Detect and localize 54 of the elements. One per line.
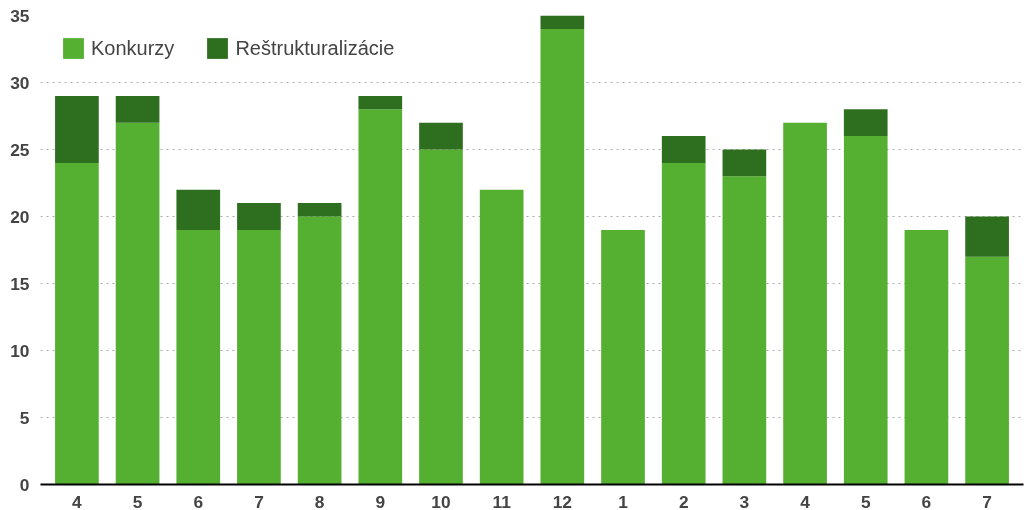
y-tick-label: 25 [10, 139, 30, 160]
x-tick-label: 3 [739, 491, 750, 510]
bar [55, 162, 99, 485]
bar [540, 15, 585, 29]
x-tick-label: 5 [860, 491, 871, 510]
bar [904, 229, 949, 485]
x-tick-label: 1 [618, 491, 629, 510]
x-tick-label: 8 [314, 491, 325, 510]
bar [176, 189, 221, 230]
y-tick-label: 0 [19, 474, 30, 495]
bar [297, 216, 342, 485]
bar [540, 28, 585, 485]
x-tick-label: 12 [552, 491, 572, 510]
legend-label: Reštrukturalizácie [235, 36, 395, 60]
bar [843, 136, 888, 485]
bar [783, 122, 827, 485]
bar [176, 229, 221, 485]
bar [965, 256, 1009, 485]
bar [479, 189, 524, 485]
x-tick-label: 9 [375, 491, 386, 510]
bar [601, 229, 645, 485]
y-tick-label: 15 [10, 273, 30, 294]
y-tick-label: 5 [19, 407, 30, 428]
bar [115, 95, 160, 123]
bar [843, 109, 888, 137]
y-tick-label: 20 [10, 206, 30, 227]
x-tick-label: 7 [982, 491, 992, 510]
x-tick-label: 4 [72, 491, 83, 510]
bar [965, 216, 1009, 257]
x-tick-label: 7 [254, 491, 264, 510]
bar [115, 122, 160, 485]
bar [419, 122, 463, 150]
bar [419, 149, 463, 485]
bar [297, 203, 342, 217]
x-tick-label: 5 [132, 491, 143, 510]
bar [661, 162, 706, 485]
bar [358, 109, 403, 485]
bar [55, 95, 99, 163]
bar [237, 229, 281, 485]
x-tick-label: 6 [193, 491, 204, 510]
bar [722, 176, 767, 485]
x-tick-label: 6 [921, 491, 932, 510]
x-tick-label: 2 [678, 491, 689, 510]
y-tick-label: 35 [10, 5, 30, 26]
bar [237, 203, 281, 230]
bar [722, 149, 767, 177]
x-tick-label: 11 [492, 491, 512, 510]
x-tick-label: 4 [800, 491, 811, 510]
bar [661, 136, 706, 163]
x-tick-label: 10 [431, 491, 451, 510]
y-tick-label: 10 [10, 340, 30, 361]
legend-label: Konkurzy [91, 36, 175, 60]
bar [358, 95, 403, 110]
y-tick-label: 30 [10, 72, 30, 93]
